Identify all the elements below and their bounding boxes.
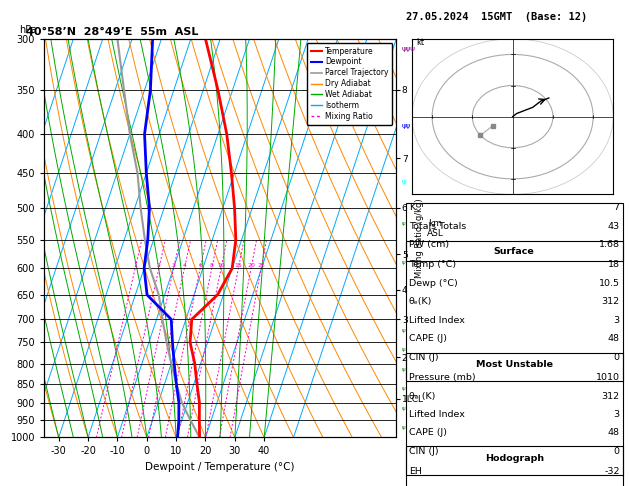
Text: ψψψ: ψψψ	[401, 46, 415, 52]
Text: 40°58’N  28°49’E  55m  ASL: 40°58’N 28°49’E 55m ASL	[26, 27, 199, 37]
Text: 312: 312	[601, 392, 620, 400]
Text: Pressure (mb): Pressure (mb)	[409, 373, 476, 382]
Text: 3: 3	[613, 316, 620, 325]
Text: 48: 48	[608, 429, 620, 437]
Text: 312: 312	[601, 297, 620, 306]
Text: θₑ(K): θₑ(K)	[409, 297, 432, 306]
Text: 27.05.2024  15GMT  (Base: 12): 27.05.2024 15GMT (Base: 12)	[406, 12, 587, 22]
Text: ψ: ψ	[401, 328, 405, 333]
Text: Hodograph: Hodograph	[485, 454, 543, 463]
Text: CAPE (J): CAPE (J)	[409, 429, 447, 437]
Text: 1: 1	[133, 263, 137, 268]
Text: PW (cm): PW (cm)	[409, 240, 449, 249]
Text: θₑ (K): θₑ (K)	[409, 392, 435, 400]
Text: 10.5: 10.5	[599, 279, 620, 288]
Text: hPa: hPa	[19, 25, 37, 35]
Text: Lifted Index: Lifted Index	[409, 316, 465, 325]
Text: K: K	[409, 203, 415, 212]
Text: CIN (J): CIN (J)	[409, 353, 438, 362]
Text: EH: EH	[409, 467, 421, 476]
Legend: Temperature, Dewpoint, Parcel Trajectory, Dry Adiabat, Wet Adiabat, Isotherm, Mi: Temperature, Dewpoint, Parcel Trajectory…	[307, 43, 392, 125]
Text: ψ: ψ	[401, 221, 405, 226]
Text: Surface: Surface	[494, 247, 535, 257]
Text: -32: -32	[604, 467, 620, 476]
Text: ψ: ψ	[401, 260, 405, 265]
Text: ψψ: ψψ	[401, 123, 411, 129]
Text: 43: 43	[608, 222, 620, 231]
Text: Mixing Ratio (g/kg): Mixing Ratio (g/kg)	[415, 198, 424, 278]
Text: 0: 0	[613, 353, 620, 362]
Text: CAPE (J): CAPE (J)	[409, 334, 447, 343]
Text: 10: 10	[217, 263, 225, 268]
Text: 6: 6	[198, 263, 202, 268]
Text: 0: 0	[613, 447, 620, 456]
Text: 1010: 1010	[596, 373, 620, 382]
X-axis label: Dewpoint / Temperature (°C): Dewpoint / Temperature (°C)	[145, 462, 295, 472]
Text: 8: 8	[210, 263, 214, 268]
Text: Dewp (°C): Dewp (°C)	[409, 279, 458, 288]
Text: ψ: ψ	[401, 367, 405, 372]
Text: 18: 18	[608, 260, 620, 269]
Text: 48: 48	[608, 334, 620, 343]
Text: ψ: ψ	[401, 347, 405, 352]
Text: ψ: ψ	[401, 406, 405, 411]
Text: 15: 15	[235, 263, 242, 268]
Text: 2: 2	[157, 263, 161, 268]
Text: 4: 4	[182, 263, 186, 268]
Text: CIN (J): CIN (J)	[409, 447, 438, 456]
Text: ψ: ψ	[401, 425, 405, 430]
Text: Totals Totals: Totals Totals	[409, 222, 466, 231]
Text: Lifted Index: Lifted Index	[409, 410, 465, 419]
Text: 3: 3	[172, 263, 175, 268]
Text: 7: 7	[613, 203, 620, 212]
Text: 1.68: 1.68	[599, 240, 620, 249]
Text: kt: kt	[416, 38, 424, 47]
Text: ψ: ψ	[401, 386, 405, 391]
Text: 20: 20	[247, 263, 255, 268]
Text: Temp (°C): Temp (°C)	[409, 260, 456, 269]
Text: ψ: ψ	[401, 179, 406, 185]
Text: 3: 3	[613, 410, 620, 419]
Text: 25: 25	[257, 263, 265, 268]
Text: Most Unstable: Most Unstable	[476, 360, 553, 369]
Y-axis label: km
ASL: km ASL	[426, 219, 443, 238]
